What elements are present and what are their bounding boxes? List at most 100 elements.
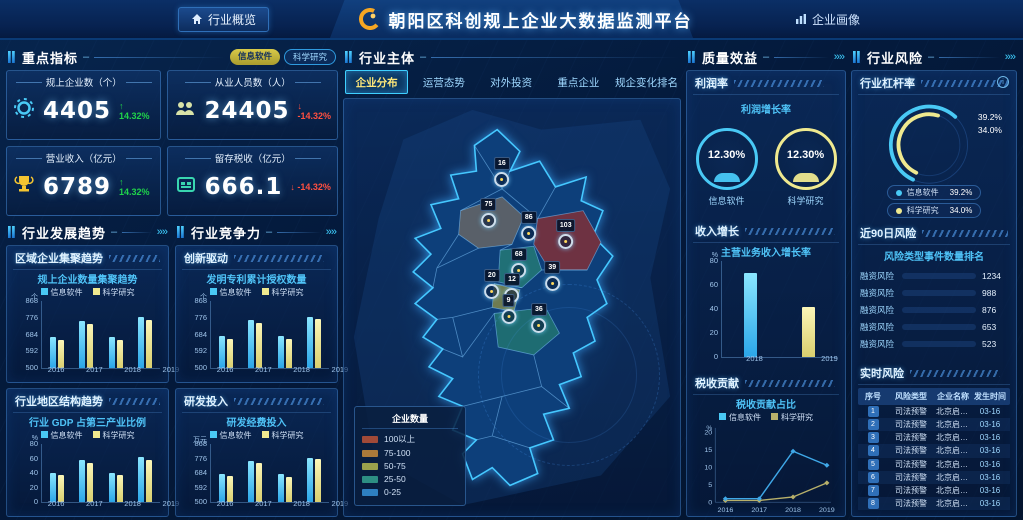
enterprise-distribution-map: 16 75 86 103 68 39 20 12 9 36 企业数量 100以上… xyxy=(343,98,681,517)
tab-3[interactable]: 重点企业 xyxy=(557,76,600,89)
expand-quality-icon[interactable]: »» xyxy=(833,51,845,63)
nav-industry-overview-button[interactable]: 行业概览 xyxy=(178,6,270,32)
nav-enterprise-portrait-button[interactable]: 企业画像 xyxy=(782,7,873,32)
info-icon[interactable]: i xyxy=(997,76,1009,88)
svg-text:5: 5 xyxy=(708,482,712,489)
map-marker[interactable]: 36 xyxy=(530,302,547,333)
marker-value: 75 xyxy=(480,198,497,212)
page-title-text: 朝阳区科创规上企业大数据监测平台 xyxy=(388,11,693,31)
tag-info-software[interactable]: 信息软件 xyxy=(229,49,280,65)
section-key-indicators-header: 重点指标 – 信息软件 科学研究 xyxy=(8,47,336,67)
map-marker[interactable]: 9 xyxy=(501,294,517,325)
marker-value: 36 xyxy=(530,302,547,316)
chart-gdp-share: 行业 GDP 占第三产业比例 信息软件 科学研究% 0 20 40 60 80 2016 20… xyxy=(7,413,179,516)
chart-rnd-spend: 研发经费投入 信息软件 科学研究 万元 500 592 684 776 868 2016 201… xyxy=(176,413,348,516)
pin-icon xyxy=(494,171,510,187)
map-marker[interactable]: 16 xyxy=(494,156,510,187)
bar-group xyxy=(307,301,322,368)
tab-4[interactable]: 规企变化排名 xyxy=(615,76,678,89)
decorative-ring xyxy=(477,283,660,466)
risk-bar-row: 融资风险 1234 xyxy=(860,271,1001,281)
legend-row: 75-100 xyxy=(362,448,458,458)
main-content: 重点指标 – 信息软件 科学研究 规上企业数（个） 4405 ↑ 14.32% 从… xyxy=(0,40,1023,520)
tab-0[interactable]: 企业分布 xyxy=(345,70,409,94)
risk-bar-row: 融资风险 653 xyxy=(860,322,997,332)
map-marker[interactable]: 75 xyxy=(480,198,497,229)
industry-trend-column: 行业发展趋势 – »» 区域企业集聚趋势 规上企业数量集聚趋势 信息软件 科学研… xyxy=(6,220,179,517)
pin-icon xyxy=(484,284,500,300)
tab-2[interactable]: 对外投资 xyxy=(490,76,533,89)
profit-gauge: 12.30% 信息软件 xyxy=(695,128,758,207)
quality-panel: 利润率 利润增长率 12.30% 信息软件 12.30% 科学研究 收入增长 主… xyxy=(686,70,846,517)
kpi-delta: ↓ -14.32% xyxy=(297,100,332,121)
chart-title: 规上企业数量集聚趋势 xyxy=(37,275,138,286)
bar-group xyxy=(248,444,263,502)
svg-text:15: 15 xyxy=(704,447,712,454)
platform-logo-icon xyxy=(358,8,381,30)
map-marker[interactable]: 39 xyxy=(544,260,561,291)
risk-bar-row: 融资风险 876 xyxy=(860,305,997,315)
bar-group xyxy=(801,261,815,357)
svg-text:2017: 2017 xyxy=(751,507,767,514)
chart-tax-contribution: 税收贡献占比 信息软件 科学研究 % 0 5 10 15 20 2016 2017 2018 2… xyxy=(687,395,845,516)
risk-bar-row: 融资风险 988 xyxy=(860,288,997,298)
bar-group xyxy=(108,301,123,368)
leverage-block: 行业杠杆率 i 39.2% 34.0% 信息软件 39.2% 科学研究 34.0% xyxy=(852,71,1016,221)
people-icon xyxy=(174,97,196,124)
app-header: 行业概览 朝阳区科创规上企业大数据监测平台 企业画像 xyxy=(0,0,1023,40)
expand-compete-icon[interactable]: »» xyxy=(325,226,337,238)
nav-overview-label: 行业概览 xyxy=(208,12,257,27)
bar-group xyxy=(138,301,153,368)
risk-column: 行业风险 – »» 行业杠杆率 i 39.2% 34.0% 信息软件 39.2% 科… xyxy=(851,45,1017,517)
kpi-label: 从业人员数（人） xyxy=(174,75,331,89)
wallet-icon xyxy=(175,173,197,200)
kpi-value: 666.1 xyxy=(204,173,283,200)
section-marker-icon xyxy=(177,226,184,238)
pin-icon xyxy=(521,225,537,241)
chart-legend: 信息软件 科学研究 xyxy=(11,430,164,441)
map-legend-title: 企业数量 xyxy=(362,412,458,429)
map-marker[interactable]: 103 xyxy=(555,219,576,250)
leverage-gauge: 39.2% 34.0% 信息软件 39.2% 科学研究 34.0% xyxy=(852,95,1016,221)
tag-science-research[interactable]: 科学研究 xyxy=(283,49,336,65)
pin-icon xyxy=(558,234,574,250)
bar-group xyxy=(49,301,64,368)
risk90-block: 近90日风险 风险类型事件数量排名 融资风险 1234 融资风险 988 融资风险 … xyxy=(852,221,1016,361)
kpi-label: 营业收入（亿元） xyxy=(13,151,154,165)
legend-item: 科学研究 34.0% xyxy=(886,203,982,218)
table-header: 序号 风险类型 企业名称 发生时间 xyxy=(858,388,1010,405)
gear-icon xyxy=(13,97,35,124)
bar-group xyxy=(218,301,233,368)
map-marker[interactable]: 20 xyxy=(483,269,500,300)
svg-text:%: % xyxy=(706,425,712,432)
kpi-delta: ↑ 14.32% xyxy=(119,100,150,121)
chart-title: 行业 GDP 占第三产业比例 xyxy=(28,418,147,429)
tab-1[interactable]: 运营态势 xyxy=(422,76,465,89)
svg-text:20: 20 xyxy=(704,429,712,436)
bar-group xyxy=(248,301,263,368)
risk-type-ranking: 融资风险 1234 融资风险 988 融资风险 876 融资风险 653 融资风险 52… xyxy=(852,263,1016,361)
expand-trend-icon[interactable]: »» xyxy=(156,226,168,238)
tax-line-chart-svg: % 0 5 10 15 20 2016 2017 2018 2019 xyxy=(704,425,835,514)
kpi-card: 从业人员数（人） 24405 ↓ -14.32% xyxy=(167,70,338,140)
map-tabs: 企业分布 运营态势 对外投资 重点企业 规企变化排名 xyxy=(345,70,679,94)
map-marker[interactable]: 86 xyxy=(520,210,537,241)
expand-risk-icon[interactable]: »» xyxy=(1004,51,1016,63)
bar-group xyxy=(277,444,292,502)
quality-column: 质量效益 – »» 利润率 利润增长率 12.30% 信息软件 12.30% 科… xyxy=(686,45,846,517)
trophy-icon xyxy=(13,173,35,200)
section-compete-header: 行业竞争力 – »» xyxy=(177,222,337,242)
profit-gauges: 12.30% 信息软件 12.30% 科学研究 xyxy=(687,116,845,219)
kpi-delta: ↑ 14.32% xyxy=(119,176,150,197)
industry-competitiveness-column: 行业竞争力 – »» 创新驱动 发明专利累计授权数量 信息软件 科学研究个 500… xyxy=(175,220,348,517)
legend-item: 信息软件 39.2% xyxy=(886,185,982,200)
